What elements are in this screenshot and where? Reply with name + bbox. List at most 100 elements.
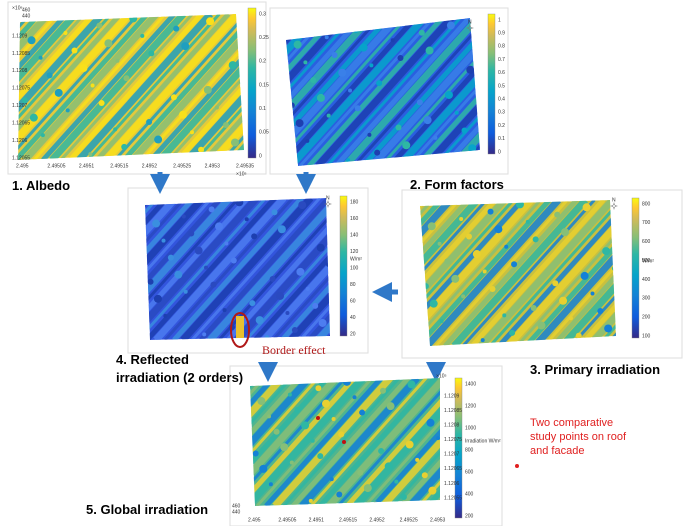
colorbar-tick-label: 600 — [465, 469, 474, 475]
x-exponent: ×10⁵ — [236, 171, 247, 177]
tree — [348, 89, 352, 93]
tree — [376, 80, 382, 86]
y-tick-label: 1.12055 — [444, 495, 462, 501]
tree — [576, 333, 582, 339]
tree — [422, 472, 428, 478]
tree — [438, 242, 442, 246]
tree — [269, 482, 273, 486]
colorbar — [340, 196, 347, 336]
tree — [202, 332, 206, 336]
y-tick-label: 1.12075 — [12, 86, 30, 92]
tree — [317, 453, 323, 459]
colorbar-tick-label: 120 — [350, 249, 359, 255]
tree — [394, 480, 398, 484]
tree — [80, 64, 88, 72]
tree — [115, 59, 119, 63]
colorbar-tick-label: 0.8 — [498, 44, 505, 50]
tree — [367, 133, 371, 137]
y-tick-label: 1.1206 — [12, 138, 28, 144]
tree — [552, 280, 558, 286]
colorbar-tick-label: 0.9 — [498, 31, 505, 37]
tree — [332, 417, 336, 421]
tree — [276, 292, 284, 300]
colorbar-tick-label: 1 — [498, 17, 501, 23]
tree — [315, 385, 321, 391]
colorbar-tick-label: 1400 — [465, 381, 476, 387]
tree — [295, 407, 301, 413]
y-tick-label: 1.12085 — [12, 51, 30, 57]
tree — [417, 99, 423, 105]
tree — [466, 66, 474, 74]
tree — [445, 91, 453, 99]
colorbar-unit: W/m² — [350, 256, 362, 262]
panel-label: irradiation (2 orders) — [116, 370, 243, 385]
y-tick-label: 1.12075 — [444, 437, 462, 443]
tree — [28, 36, 36, 44]
tree — [148, 50, 154, 56]
tree — [490, 286, 496, 292]
tree — [330, 477, 334, 481]
tree — [455, 111, 459, 115]
tree — [209, 206, 215, 212]
y-exponent: ×10⁶ — [12, 5, 23, 11]
tree — [179, 111, 187, 119]
tree — [426, 47, 434, 55]
tree — [466, 234, 472, 240]
z-tick-label: 440 — [232, 509, 241, 515]
tree — [419, 30, 425, 36]
tree — [380, 388, 386, 394]
tree — [312, 303, 318, 309]
tree — [440, 319, 444, 323]
x-tick-label: 2.4952 — [142, 163, 158, 169]
colorbar — [632, 198, 639, 338]
x-tick-label: 2.49505 — [47, 163, 65, 169]
y-tick-label: 1.1209 — [444, 393, 460, 399]
tree — [223, 308, 227, 312]
tree — [511, 261, 517, 267]
tree — [231, 138, 239, 146]
colorbar-tick-label: 0.1 — [498, 136, 505, 142]
tree — [259, 465, 267, 473]
tree — [113, 127, 117, 131]
colorbar-tick-label: 140 — [350, 232, 359, 238]
tree — [353, 395, 357, 399]
tree — [206, 17, 214, 25]
y-tick-label: 1.1206 — [444, 481, 460, 487]
panel-label: 2. Form factors — [410, 177, 504, 192]
tree — [581, 272, 589, 280]
tree — [433, 136, 437, 140]
legend-dot — [515, 464, 519, 468]
tree — [378, 448, 384, 454]
tree — [397, 55, 403, 61]
y-tick-label: 1.1209 — [12, 33, 28, 39]
tree — [181, 42, 189, 50]
tree — [290, 460, 294, 464]
note-text: and facade — [530, 445, 584, 457]
tree — [152, 220, 160, 228]
tree — [253, 451, 259, 457]
tree — [305, 139, 309, 143]
tree — [359, 410, 365, 416]
y-tick-label: 1.12085 — [444, 408, 462, 414]
tree — [204, 266, 208, 270]
colorbar-tick-label: 200 — [642, 314, 651, 320]
tree — [148, 279, 154, 285]
tree — [502, 313, 506, 317]
tree — [245, 217, 249, 221]
tree — [364, 484, 372, 492]
tree — [182, 214, 186, 218]
x-tick-label: 2.49515 — [339, 517, 357, 523]
tree — [174, 271, 182, 279]
tree — [267, 414, 271, 418]
colorbar-tick-label: 0.1 — [259, 106, 266, 112]
tree — [55, 89, 63, 97]
y-tick-label: 1.1207 — [12, 103, 28, 109]
x-tick-label: 2.4952 — [369, 517, 385, 523]
tree — [338, 69, 346, 77]
tree — [310, 77, 316, 83]
tree — [162, 239, 166, 243]
tree — [436, 436, 440, 440]
colorbar-tick-label: 0.3 — [259, 11, 266, 17]
tree — [256, 316, 264, 324]
colorbar-tick-label: 0.4 — [498, 97, 505, 103]
